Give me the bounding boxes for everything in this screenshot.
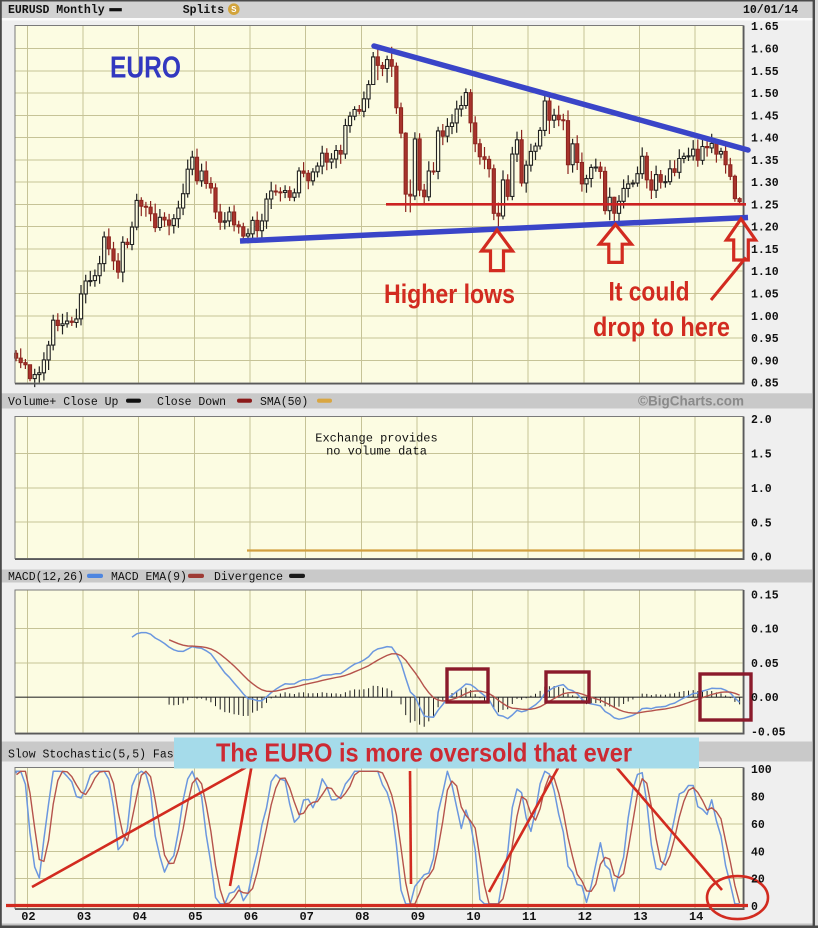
svg-text:06: 06 <box>244 910 258 924</box>
svg-text:1.55: 1.55 <box>751 66 779 79</box>
svg-text:60: 60 <box>751 819 765 832</box>
svg-text:Higher lows: Higher lows <box>384 279 515 309</box>
svg-text:04: 04 <box>132 910 146 924</box>
svg-text:0.95: 0.95 <box>751 333 779 346</box>
svg-text:14: 14 <box>689 910 703 924</box>
svg-text:10/01/14: 10/01/14 <box>743 4 798 17</box>
svg-text:1.05: 1.05 <box>751 289 779 302</box>
svg-text:03: 03 <box>77 910 91 924</box>
svg-text:13: 13 <box>633 910 647 924</box>
svg-text:12: 12 <box>578 910 592 924</box>
svg-text:80: 80 <box>751 792 765 805</box>
svg-text:-0.05: -0.05 <box>751 727 786 740</box>
svg-text:1.30: 1.30 <box>751 177 779 190</box>
svg-text:40: 40 <box>751 846 765 859</box>
svg-text:1.45: 1.45 <box>751 110 779 123</box>
svg-text:100: 100 <box>751 764 772 777</box>
svg-text:0.90: 0.90 <box>751 355 779 368</box>
svg-text:1.40: 1.40 <box>751 133 779 146</box>
svg-text:10: 10 <box>466 910 480 924</box>
svg-text:1.35: 1.35 <box>751 155 779 168</box>
svg-text:MACD EMA(9): MACD EMA(9) <box>111 571 187 584</box>
svg-text:1.5: 1.5 <box>751 448 772 461</box>
svg-text:1.0: 1.0 <box>751 483 772 496</box>
svg-text:drop to here: drop to here <box>593 312 730 342</box>
svg-text:1.00: 1.00 <box>751 311 779 324</box>
svg-text:0.15: 0.15 <box>751 589 779 602</box>
svg-text:Slow Stochastic(5,5) Fast %K: Slow Stochastic(5,5) Fast %K <box>8 749 201 762</box>
svg-text:0.00: 0.00 <box>751 692 779 705</box>
svg-text:1.10: 1.10 <box>751 266 779 279</box>
svg-text:Close Down: Close Down <box>157 396 226 409</box>
svg-text:2.0: 2.0 <box>751 414 772 427</box>
svg-text:09: 09 <box>411 910 425 924</box>
svg-text:It could: It could <box>609 277 690 307</box>
svg-text:1.15: 1.15 <box>751 244 779 257</box>
svg-text:08: 08 <box>355 910 369 924</box>
svg-text:1.25: 1.25 <box>751 199 779 212</box>
svg-text:EURO: EURO <box>110 50 181 85</box>
svg-text:1.20: 1.20 <box>751 222 779 235</box>
svg-text:SMA(50): SMA(50) <box>260 396 308 409</box>
svg-text:0.05: 0.05 <box>751 658 779 671</box>
svg-text:Divergence: Divergence <box>214 571 283 584</box>
svg-text:11: 11 <box>522 910 536 924</box>
svg-text:0: 0 <box>751 901 758 914</box>
svg-text:1.60: 1.60 <box>751 43 779 56</box>
svg-text:0.85: 0.85 <box>751 378 779 391</box>
svg-text:1.65: 1.65 <box>751 21 779 34</box>
svg-text:The EURO is more oversold that: The EURO is more oversold that ever <box>216 738 632 768</box>
svg-text:©BigCharts.com: ©BigCharts.com <box>638 393 744 408</box>
svg-text:EURUSD Monthly: EURUSD Monthly <box>8 4 105 17</box>
svg-text:MACD(12,26): MACD(12,26) <box>8 571 84 584</box>
svg-text:02: 02 <box>21 910 35 924</box>
svg-text:Volume+ Close Up: Volume+ Close Up <box>8 396 119 409</box>
svg-text:0.5: 0.5 <box>751 517 772 530</box>
svg-text:no volume data: no volume data <box>326 445 427 459</box>
svg-text:0.0: 0.0 <box>751 552 772 565</box>
svg-text:20: 20 <box>751 874 765 887</box>
svg-text:1.50: 1.50 <box>751 88 779 101</box>
svg-text:07: 07 <box>299 910 313 924</box>
svg-text:Splits: Splits <box>183 4 225 17</box>
svg-text:05: 05 <box>188 910 202 924</box>
svg-text:Exchange provides: Exchange provides <box>315 432 437 446</box>
svg-text:0.10: 0.10 <box>751 624 779 637</box>
svg-text:S: S <box>231 5 237 14</box>
